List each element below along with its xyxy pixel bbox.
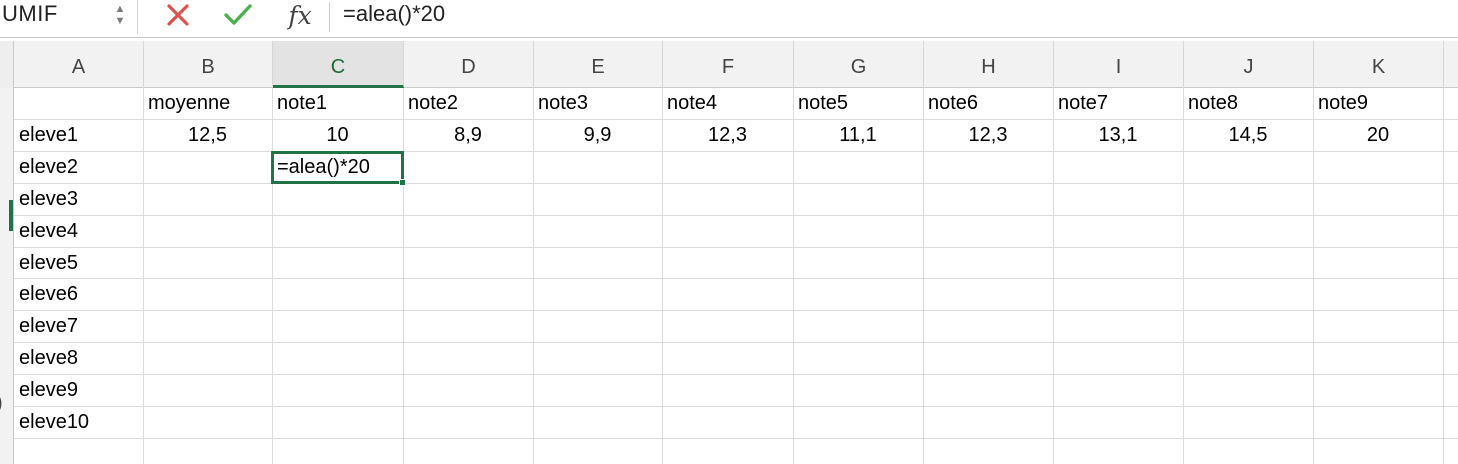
formula-input[interactable]: =alea()*20 — [343, 1, 446, 26]
cell-f2[interactable]: note4 — [667, 92, 718, 114]
column-header-f[interactable]: F — [663, 41, 794, 88]
cell-a9[interactable]: eleve7 — [19, 315, 78, 337]
insert-function-button[interactable]: fx — [280, 0, 320, 30]
fill-handle[interactable] — [399, 179, 406, 186]
cell-i2[interactable]: note7 — [1058, 92, 1109, 114]
cell-area[interactable]: moyenne note1 note2 note3 note4 note5 no… — [14, 88, 1458, 464]
row-number-fragment[interactable]: ) — [0, 392, 3, 415]
cell-a4[interactable]: eleve2 — [19, 156, 78, 178]
grid-line — [14, 310, 1458, 311]
column-header-g[interactable]: G — [794, 41, 924, 88]
row-header-strip[interactable]: ) — [0, 88, 14, 464]
cell-a12[interactable]: eleve10 — [19, 411, 90, 433]
column-header-h[interactable]: H — [924, 41, 1054, 88]
grid-line — [793, 88, 794, 464]
cell-e2[interactable]: note3 — [538, 92, 589, 114]
name-box-stepper[interactable]: ▲ ▼ — [113, 0, 127, 32]
cell-k3[interactable]: 20 — [1366, 124, 1390, 146]
confirm-formula-button[interactable] — [222, 0, 254, 30]
column-header-i[interactable]: I — [1054, 41, 1184, 88]
grid-line — [14, 406, 1458, 407]
cell-c2[interactable]: note1 — [277, 92, 328, 114]
cell-f3[interactable]: 12,3 — [708, 124, 747, 146]
grid-line — [923, 88, 924, 464]
cell-d2[interactable]: note2 — [408, 92, 459, 114]
cell-a10[interactable]: eleve8 — [19, 347, 78, 369]
cell-h2[interactable]: note6 — [928, 92, 979, 114]
cell-b2[interactable]: moyenne — [148, 92, 231, 114]
chevron-up-icon[interactable]: ▲ — [114, 3, 126, 15]
grid-line — [533, 88, 534, 464]
name-box-value[interactable]: UMIF — [2, 1, 58, 26]
column-header-b[interactable]: B — [144, 41, 273, 88]
grid-line — [1053, 88, 1054, 464]
column-header-l[interactable] — [1444, 41, 1458, 88]
chevron-down-icon[interactable]: ▼ — [114, 15, 126, 27]
check-icon — [224, 4, 252, 25]
grid-line — [14, 247, 1458, 248]
spreadsheet-grid: A B C D E F G H I J K ) — [0, 41, 1458, 464]
cell-j3[interactable]: 14,5 — [1228, 124, 1268, 146]
grid-line — [143, 88, 144, 464]
cell-g3[interactable]: 11,1 — [839, 124, 877, 146]
formula-bar-divider — [329, 2, 330, 32]
column-header-e[interactable]: E — [534, 41, 663, 88]
grid-line — [14, 119, 1458, 120]
cell-h3[interactable]: 12,3 — [968, 124, 1008, 146]
cell-g2[interactable]: note5 — [798, 92, 849, 114]
grid-line — [14, 278, 1458, 279]
cell-a6[interactable]: eleve4 — [19, 220, 78, 242]
selected-row-indicator — [9, 200, 13, 231]
grid-line — [14, 183, 1458, 184]
cell-k2[interactable]: note9 — [1318, 92, 1369, 114]
grid-line — [1313, 88, 1314, 464]
select-all-corner[interactable] — [0, 41, 14, 88]
column-header-a[interactable]: A — [14, 41, 144, 88]
grid-line — [14, 374, 1458, 375]
name-box[interactable]: UMIF ▲ ▼ — [0, 0, 138, 34]
grid-line — [1183, 88, 1184, 464]
column-header-row: A B C D E F G H I J K — [0, 41, 1458, 88]
grid-line — [272, 88, 273, 464]
grid-line — [14, 215, 1458, 216]
grid-line — [403, 88, 404, 464]
cell-a11[interactable]: eleve9 — [19, 379, 78, 401]
column-header-c[interactable]: C — [273, 41, 404, 88]
cell-c3[interactable]: 10 — [326, 124, 349, 146]
cell-a5[interactable]: eleve3 — [19, 188, 78, 210]
grid-line — [14, 438, 1458, 439]
active-cell-editor[interactable]: =alea()*20 — [271, 151, 404, 184]
x-icon — [167, 4, 189, 26]
grid-line — [14, 151, 1458, 152]
cell-i3[interactable]: 13,1 — [1098, 124, 1138, 146]
formula-bar: UMIF ▲ ▼ fx =alea()*20 — [0, 0, 1458, 38]
column-header-d[interactable]: D — [404, 41, 534, 88]
cell-j2[interactable]: note8 — [1188, 92, 1239, 114]
grid-line — [14, 342, 1458, 343]
cell-a8[interactable]: eleve6 — [19, 283, 78, 305]
column-header-k[interactable]: K — [1314, 41, 1444, 88]
cell-a7[interactable]: eleve5 — [19, 252, 78, 274]
cell-b3[interactable]: 12,5 — [188, 124, 227, 146]
column-header-j[interactable]: J — [1184, 41, 1314, 88]
grid-line — [662, 88, 663, 464]
cancel-formula-button[interactable] — [163, 0, 193, 30]
fx-icon: fx — [288, 0, 312, 30]
cell-a3[interactable]: eleve1 — [19, 124, 78, 146]
grid-line — [1443, 88, 1444, 464]
cell-d3[interactable]: 8,9 — [454, 124, 482, 146]
cell-e3[interactable]: 9,9 — [583, 124, 612, 146]
